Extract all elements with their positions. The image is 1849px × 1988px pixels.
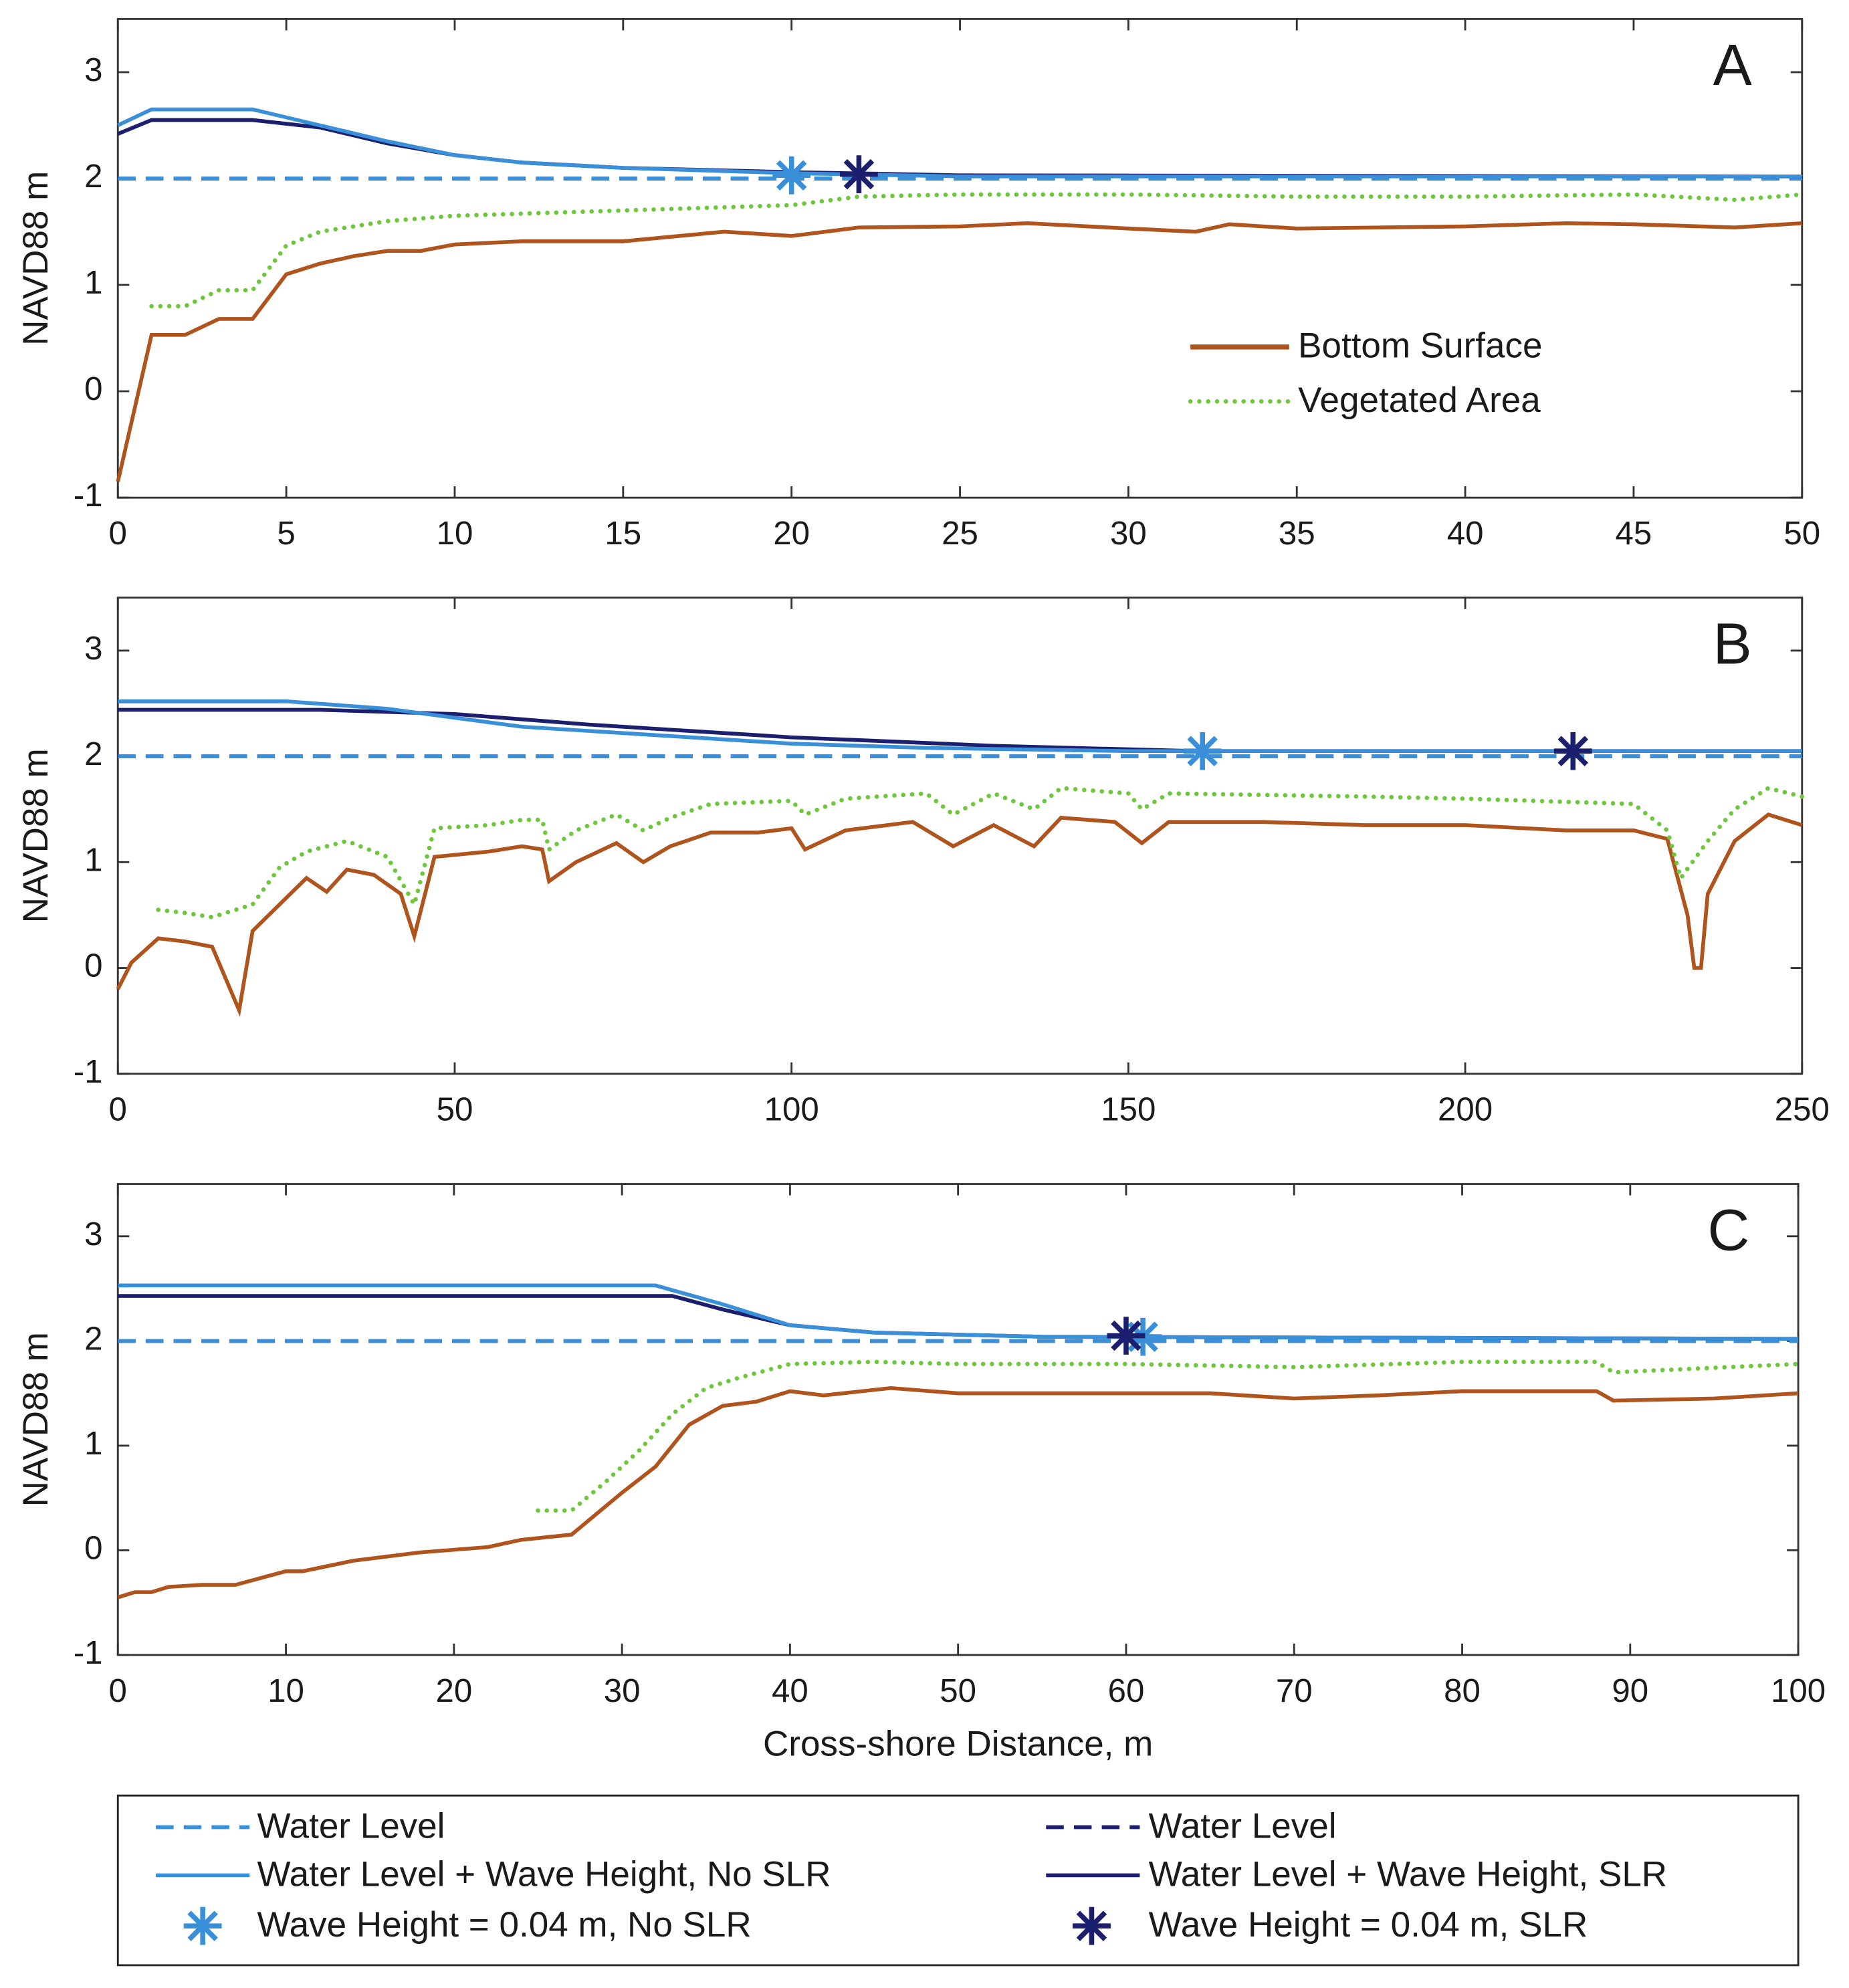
x-tick-label: 50 (940, 1672, 976, 1709)
y-tick-label: -1 (74, 477, 103, 514)
x-tick-label: 0 (109, 515, 127, 552)
x-tick-label: 80 (1444, 1672, 1481, 1709)
legend-label: Water Level (257, 1806, 445, 1846)
asterisk-stroke (1076, 1910, 1107, 1941)
data-line (536, 1359, 1801, 1513)
y-tick-label: 2 (84, 736, 102, 772)
legend-label: Wave Height = 0.04 m, No SLR (257, 1905, 752, 1945)
data-line (118, 699, 1802, 754)
y-tick-label: 1 (84, 841, 102, 878)
legend-label: Water Level + Wave Height, SLR (1149, 1854, 1667, 1894)
legend-label: Wave Height = 0.04 m, SLR (1149, 1905, 1588, 1945)
x-tick-label: 50 (1783, 515, 1820, 552)
x-tick-label: 5 (277, 515, 295, 552)
x-tick-label: 45 (1616, 515, 1652, 552)
asterisk-marker (772, 156, 811, 195)
x-tick-label: 50 (437, 1091, 473, 1128)
data-line (117, 1386, 1799, 1599)
asterisk-marker (1073, 1906, 1111, 1945)
legend-label: Water Level + Wave Height, No SLR (257, 1854, 831, 1894)
y-tick-label: 3 (84, 51, 102, 88)
y-tick-label: -1 (74, 1053, 103, 1090)
data-line (116, 221, 1802, 482)
x-tick-label: 10 (437, 515, 473, 552)
x-tick-label: 15 (605, 515, 641, 552)
legend-box (116, 1794, 1800, 1967)
x-tick-label: 0 (109, 1091, 127, 1128)
x-tick-label: 25 (942, 515, 978, 552)
asterisk-stroke (187, 1910, 218, 1941)
y-tick-label: 0 (84, 948, 102, 984)
asterisk-stroke (776, 160, 807, 191)
data-line (149, 192, 1805, 309)
y-tick-label: 1 (84, 264, 102, 301)
x-tick-label: 100 (1771, 1672, 1826, 1709)
asterisk-stroke (843, 158, 875, 190)
y-tick-label: 3 (84, 1216, 102, 1252)
y-tick-label: 2 (84, 1320, 102, 1357)
y-tick-label: 0 (84, 370, 102, 407)
plot-area (116, 17, 1804, 499)
x-tick-label: 100 (764, 1091, 819, 1128)
legend-label: Vegetated Area (1298, 380, 1541, 420)
plot-area (116, 1183, 1800, 1656)
legend-label: Bottom Surface (1298, 326, 1542, 366)
panel-label: A (1713, 33, 1752, 98)
y-tick-label: -1 (74, 1634, 103, 1671)
x-tick-label: 40 (772, 1672, 808, 1709)
x-axis-label: Cross-shore Distance, m (763, 1724, 1153, 1763)
data-line (156, 786, 1805, 920)
x-tick-label: 40 (1447, 515, 1484, 552)
x-tick-label: 70 (1276, 1672, 1313, 1709)
asterisk-stroke (1187, 736, 1218, 766)
y-axis-label: NAVD88 m (16, 171, 56, 346)
y-tick-label: 3 (84, 630, 102, 667)
x-tick-label: 250 (1775, 1091, 1830, 1128)
y-axis-label: NAVD88 m (16, 1332, 56, 1507)
x-tick-label: 35 (1279, 515, 1315, 552)
asterisk-marker (1183, 732, 1222, 770)
y-axis-label: NAVD88 m (16, 748, 56, 923)
x-tick-label: 10 (267, 1672, 304, 1709)
panel-label: C (1708, 1198, 1750, 1262)
data-line (118, 1283, 1799, 1341)
y-tick-label: 0 (84, 1529, 102, 1566)
y-tick-label: 2 (84, 158, 102, 195)
x-tick-label: 200 (1438, 1091, 1493, 1128)
x-tick-label: 150 (1101, 1091, 1156, 1128)
asterisk-marker (1107, 1317, 1146, 1355)
x-tick-label: 20 (435, 1672, 472, 1709)
x-tick-label: 0 (109, 1672, 127, 1709)
asterisk-stroke (1111, 1320, 1141, 1351)
legend-label: Water Level (1149, 1806, 1337, 1846)
asterisk-marker (1553, 732, 1592, 770)
asterisk-marker (840, 155, 878, 194)
x-tick-label: 30 (604, 1672, 641, 1709)
asterisk-stroke (1557, 736, 1589, 766)
x-tick-label: 20 (773, 515, 810, 552)
data-line (116, 812, 1803, 1017)
x-tick-label: 90 (1612, 1672, 1648, 1709)
asterisk-marker (183, 1906, 222, 1945)
x-tick-label: 30 (1110, 515, 1147, 552)
panel-label: B (1713, 612, 1752, 677)
plot-area (116, 596, 1804, 1075)
y-tick-label: 1 (84, 1425, 102, 1462)
x-tick-label: 60 (1108, 1672, 1145, 1709)
